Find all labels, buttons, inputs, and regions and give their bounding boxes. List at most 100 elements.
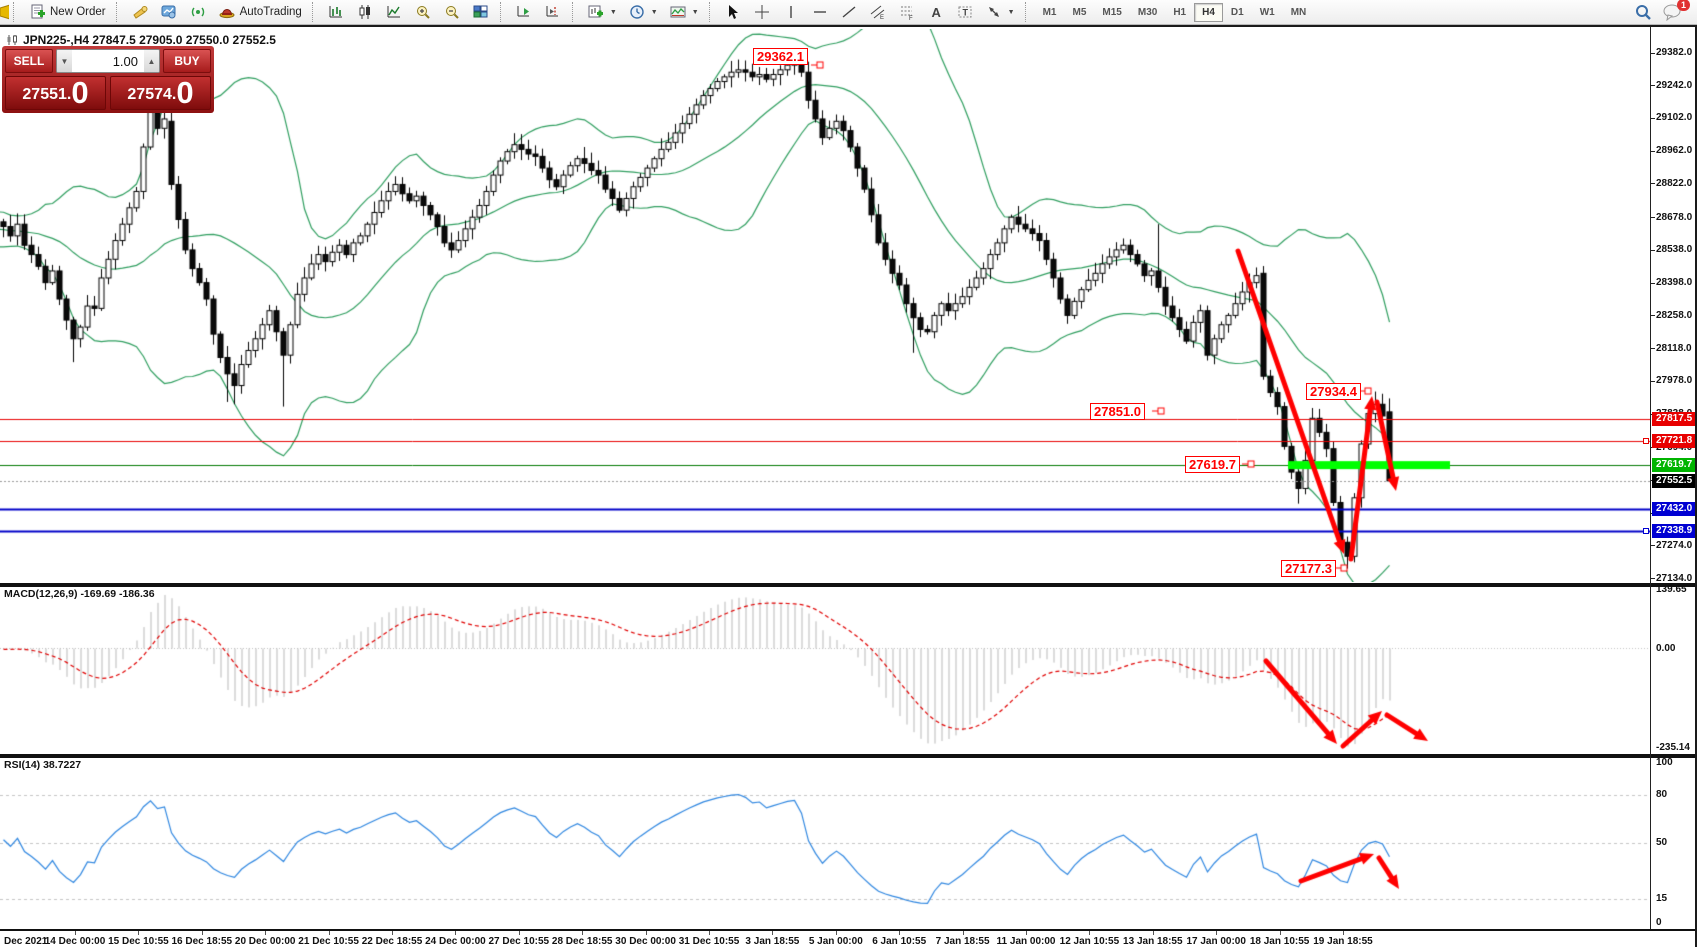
template-icon: [670, 4, 687, 21]
horizontal-line-tool-button[interactable]: [806, 0, 835, 24]
cursor-tool-button[interactable]: [719, 0, 748, 24]
timeframe-mn[interactable]: MN: [1290, 6, 1307, 18]
buy-price-main: 27574: [127, 86, 172, 103]
timeframe-d1[interactable]: D1: [1230, 6, 1244, 18]
autotrading-button[interactable]: AutoTrading: [213, 0, 308, 24]
chart-title-overlay: JPN225-,H4 27847.5 27905.0 27550.0 27552…: [6, 33, 276, 47]
time-label: 27 Dec 10:55: [488, 936, 550, 947]
rsi-tick-label: 15: [1656, 893, 1668, 904]
sell-button[interactable]: SELL: [5, 49, 53, 73]
zoom-out-button[interactable]: [438, 0, 467, 24]
terminal-icon: [161, 4, 178, 21]
bar-chart-icon: [328, 4, 345, 21]
time-tick-mark: [772, 931, 774, 935]
buy-price-dot: .: [171, 86, 177, 103]
dropdown-arrow-icon: ▼: [609, 8, 617, 16]
tile-windows-button[interactable]: [467, 0, 496, 24]
svg-text:E: E: [880, 15, 884, 20]
main-chart-canvas[interactable]: [0, 29, 1650, 582]
timeframe-m1[interactable]: M1: [1042, 6, 1057, 18]
text-tool-button[interactable]: A: [922, 0, 951, 24]
candlestick-button[interactable]: [351, 0, 380, 24]
crosshair-tool-button[interactable]: [748, 0, 777, 24]
annotation-price-label[interactable]: 27851.0: [1090, 403, 1145, 420]
new-order-button[interactable]: New Order: [23, 0, 112, 24]
text-label-tool-button[interactable]: T: [951, 0, 980, 24]
alerts-button[interactable]: [126, 0, 155, 24]
periods-button[interactable]: ▼: [623, 0, 664, 24]
time-label: 3 Jan 18:55: [745, 936, 800, 947]
price-tag-27817.5: 27817.5: [1652, 411, 1695, 426]
price-tick-label: 28398.0: [1656, 277, 1693, 289]
signals-button[interactable]: [184, 0, 213, 24]
annotation-price-label[interactable]: 29362.1: [753, 48, 808, 65]
zoom-in-button[interactable]: [409, 0, 438, 24]
clock-icon: [629, 4, 646, 21]
svg-text:F: F: [909, 16, 913, 20]
volume-decrease-button[interactable]: ▼: [57, 50, 72, 72]
price-tag-anchor: [1643, 527, 1649, 534]
auto-scroll-button[interactable]: [510, 0, 539, 24]
fibonacci-icon: F: [899, 4, 916, 21]
buy-price-display[interactable]: 27574. 0: [110, 76, 211, 110]
price-tick-label: 28678.0: [1656, 211, 1693, 223]
chart-shift-button[interactable]: [539, 0, 568, 24]
time-scale[interactable]: Dec 2021 14 Dec 00:00 15 Dec 10:55 16 Dec 1…: [0, 931, 1695, 947]
macd-indicator-label: MACD(12,26,9) -169.69 -186.36: [4, 588, 155, 600]
time-label: 22 Dec 18:55: [361, 936, 423, 947]
price-tag-27432.0: 27432.0: [1652, 502, 1695, 517]
macd-panel-canvas[interactable]: [0, 587, 1650, 753]
timeframe-m15[interactable]: M15: [1102, 6, 1122, 18]
volume-increase-button[interactable]: ▲: [144, 50, 159, 72]
price-tick-label: 29382.0: [1656, 47, 1693, 58]
annotation-price-label[interactable]: 27619.7: [1185, 456, 1240, 473]
panel-separator[interactable]: [0, 754, 1695, 758]
time-label: Dec 2021: [4, 936, 48, 947]
timeframe-h1[interactable]: H1: [1173, 6, 1187, 18]
vertical-line-tool-button[interactable]: [777, 0, 806, 24]
time-tick-mark: [1343, 931, 1344, 935]
chart-title-text: JPN225-,H4 27847.5 27905.0 27550.0 27552…: [23, 33, 276, 47]
search-icon[interactable]: [1634, 4, 1651, 21]
chat-icon[interactable]: 1: [1661, 0, 1690, 21]
autotrading-label: AutoTrading: [239, 6, 302, 18]
time-label: 24 Dec 00:00: [425, 936, 486, 947]
price-tick-label: 27274.0: [1656, 539, 1693, 551]
arrows-tool-button[interactable]: ▼: [980, 0, 1021, 24]
trendline-tool-button[interactable]: [835, 0, 864, 24]
annotation-price-label[interactable]: 27177.3: [1281, 560, 1336, 577]
rsi-panel-canvas[interactable]: [0, 758, 1650, 928]
timeframe-w1[interactable]: W1: [1259, 6, 1275, 18]
new-chart-button[interactable]: ▼: [582, 0, 623, 24]
vertical-line-icon: [783, 4, 800, 21]
chart-shift-icon: [545, 4, 562, 21]
time-tick-mark: [455, 931, 457, 935]
time-label: 14 Dec 00:00: [44, 936, 106, 947]
one-click-trading-panel: SELL ▼ 1.00 ▲ BUY 27551. 0 27574. 0: [2, 46, 214, 113]
buy-button[interactable]: BUY: [163, 49, 211, 73]
price-tick-label: 27134.0: [1656, 572, 1693, 584]
terminal-button[interactable]: [155, 0, 184, 24]
templates-button[interactable]: ▼: [664, 0, 705, 24]
time-tick-mark: [265, 931, 267, 935]
fibonacci-tool-button[interactable]: F: [893, 0, 922, 24]
price-tick-label: 28258.0: [1656, 309, 1693, 321]
timeframe-h4[interactable]: H4: [1194, 2, 1223, 22]
time-label: 28 Dec 18:55: [551, 936, 613, 947]
channel-tool-button[interactable]: E: [864, 0, 893, 24]
time-label: 21 Dec 10:55: [298, 936, 359, 947]
line-chart-button[interactable]: [380, 0, 409, 24]
price-tick-label: 29242.0: [1656, 79, 1693, 91]
volume-field[interactable]: 1.00: [112, 53, 138, 69]
timeframe-m5[interactable]: M5: [1072, 6, 1087, 18]
annotation-price-label[interactable]: 27934.4: [1306, 383, 1361, 400]
toolbar-separator: [115, 2, 123, 22]
timeframe-m30[interactable]: M30: [1137, 6, 1158, 18]
time-tick-mark: [899, 931, 901, 935]
time-axis-border: [0, 929, 1695, 931]
bar-chart-button[interactable]: [322, 0, 351, 24]
price-tag-anchor: [1643, 438, 1649, 445]
sell-price-display[interactable]: 27551. 0: [5, 76, 106, 110]
panel-separator[interactable]: [0, 583, 1695, 587]
time-label: 17 Jan 00:00: [1186, 936, 1246, 947]
